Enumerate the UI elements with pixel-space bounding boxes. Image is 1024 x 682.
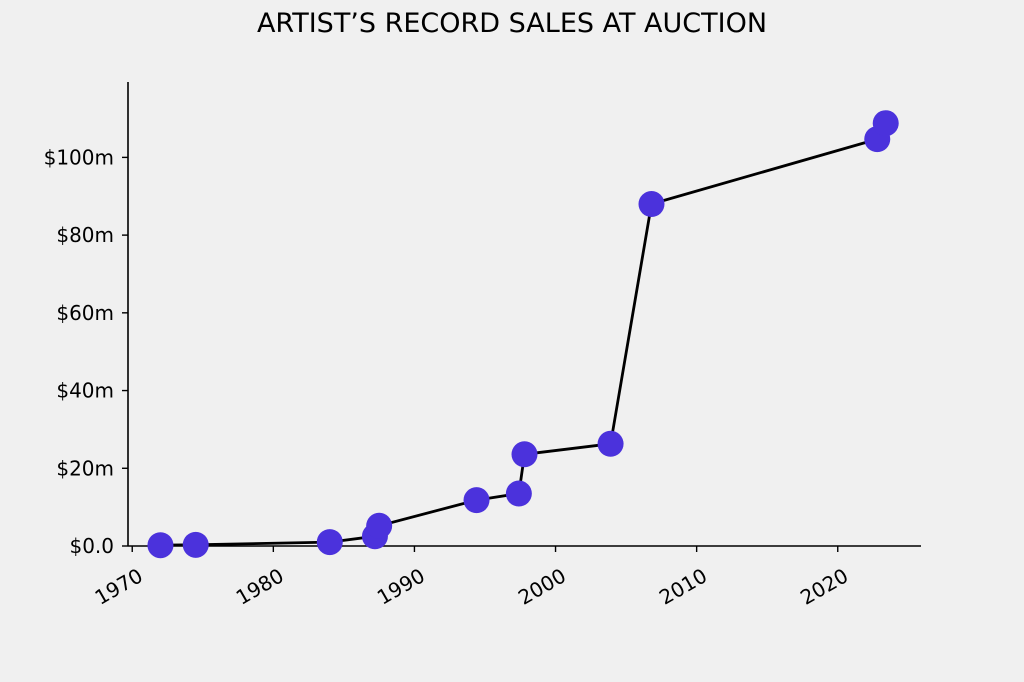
data-point: [316, 529, 343, 556]
data-point: [505, 480, 532, 507]
data-point: [463, 487, 490, 514]
x-tick-label: 2000: [514, 563, 570, 609]
y-tick-label: $80m: [56, 223, 114, 247]
data-marks: [147, 110, 899, 559]
x-tick-label: 2010: [655, 563, 711, 609]
y-tick-label: $60m: [56, 301, 114, 325]
series-line: [160, 122, 887, 547]
chart-title: ARTIST’S RECORD SALES AT AUCTION: [256, 8, 768, 39]
data-point: [597, 430, 624, 457]
x-tick-label: 1990: [373, 563, 429, 609]
x-tick-label: 2020: [796, 563, 852, 609]
data-point: [147, 532, 174, 559]
data-point: [511, 441, 538, 468]
y-tick-label: $20m: [56, 456, 114, 480]
x-tick-label: 1980: [232, 563, 288, 609]
x-tick-label: 1970: [91, 563, 147, 609]
data-point: [366, 512, 393, 539]
data-point: [872, 110, 899, 137]
y-tick-label: $0.0: [69, 534, 114, 558]
data-point: [638, 191, 665, 218]
y-tick-label: $100m: [44, 145, 114, 169]
data-point: [182, 531, 209, 558]
y-tick-label: $40m: [56, 379, 114, 403]
axes: $0.0 $20m $40m $60m $80m $100m 1970 1980 1990 200…: [44, 82, 921, 610]
